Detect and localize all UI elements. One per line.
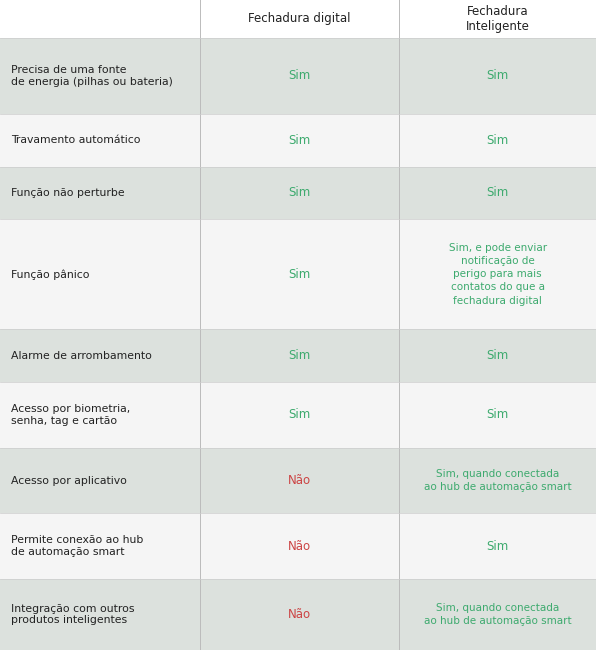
Text: Integração com outros
produtos inteligentes: Integração com outros produtos inteligen… [11,604,134,625]
Text: Sim, e pode enviar
notificação de
perigo para mais
contatos do que a
fechadura d: Sim, e pode enviar notificação de perigo… [449,243,547,306]
Text: Função não perturbe: Função não perturbe [11,188,125,198]
Bar [0,514,596,579]
Text: Sim: Sim [288,134,311,147]
Text: Alarme de arrombamento: Alarme de arrombamento [11,351,151,361]
Text: Sim: Sim [486,134,509,147]
Text: Sim, quando conectada
ao hub de automação smart: Sim, quando conectada ao hub de automaçã… [424,469,572,492]
Bar [0,219,596,330]
Text: Sim: Sim [288,408,311,421]
Text: Sim: Sim [486,540,509,552]
Bar [0,448,596,514]
Text: Travamento automático: Travamento automático [11,135,140,146]
Text: Não: Não [288,540,311,552]
Bar [0,330,596,382]
Text: Sim: Sim [288,268,311,281]
Bar [0,38,596,114]
Bar [0,0,596,38]
Text: Sim: Sim [288,70,311,83]
Text: Fechadura
Inteligente: Fechadura Inteligente [465,5,530,33]
Text: Sim: Sim [486,70,509,83]
Text: Permite conexão ao hub
de automação smart: Permite conexão ao hub de automação smar… [11,536,143,557]
Text: Sim: Sim [486,408,509,421]
Text: Acesso por biometria,
senha, tag e cartão: Acesso por biometria, senha, tag e cartã… [11,404,130,426]
Text: Precisa de uma fonte
de energia (pilhas ou bateria): Precisa de uma fonte de energia (pilhas … [11,65,173,86]
Text: Fechadura digital: Fechadura digital [249,12,350,25]
Text: Não: Não [288,608,311,621]
Text: Sim, quando conectada
ao hub de automação smart: Sim, quando conectada ao hub de automaçã… [424,603,572,626]
Bar [0,579,596,650]
Text: Sim: Sim [288,349,311,362]
Bar [0,382,596,448]
Text: Sim: Sim [486,187,509,200]
Text: Sim: Sim [288,187,311,200]
Bar [0,114,596,166]
Text: Função pânico: Função pânico [11,269,89,280]
Text: Sim: Sim [486,349,509,362]
Bar [0,166,596,219]
Text: Não: Não [288,474,311,487]
Text: Acesso por aplicativo: Acesso por aplicativo [11,476,126,486]
